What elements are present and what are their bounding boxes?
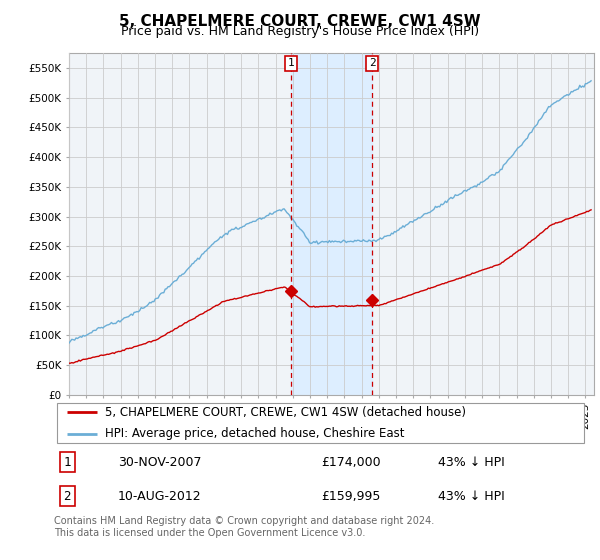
Text: 5, CHAPELMERE COURT, CREWE, CW1 4SW: 5, CHAPELMERE COURT, CREWE, CW1 4SW: [119, 14, 481, 29]
Text: £159,995: £159,995: [321, 490, 380, 503]
Bar: [292, 53, 372, 395]
Text: 43% ↓ HPI: 43% ↓ HPI: [439, 456, 505, 469]
Text: 5, CHAPELMERE COURT, CREWE, CW1 4SW (detached house): 5, CHAPELMERE COURT, CREWE, CW1 4SW (det…: [105, 405, 466, 418]
Text: 2: 2: [64, 490, 71, 503]
Text: 1: 1: [288, 58, 295, 68]
Text: 1: 1: [64, 456, 71, 469]
Text: £174,000: £174,000: [321, 456, 380, 469]
Text: Price paid vs. HM Land Registry's House Price Index (HPI): Price paid vs. HM Land Registry's House …: [121, 25, 479, 38]
Text: 10-AUG-2012: 10-AUG-2012: [118, 490, 202, 503]
Text: 2: 2: [369, 58, 376, 68]
Text: Contains HM Land Registry data © Crown copyright and database right 2024.
This d: Contains HM Land Registry data © Crown c…: [54, 516, 434, 538]
Text: HPI: Average price, detached house, Cheshire East: HPI: Average price, detached house, Ches…: [105, 427, 404, 440]
Text: 30-NOV-2007: 30-NOV-2007: [118, 456, 202, 469]
FancyBboxPatch shape: [56, 403, 584, 444]
Text: 43% ↓ HPI: 43% ↓ HPI: [439, 490, 505, 503]
